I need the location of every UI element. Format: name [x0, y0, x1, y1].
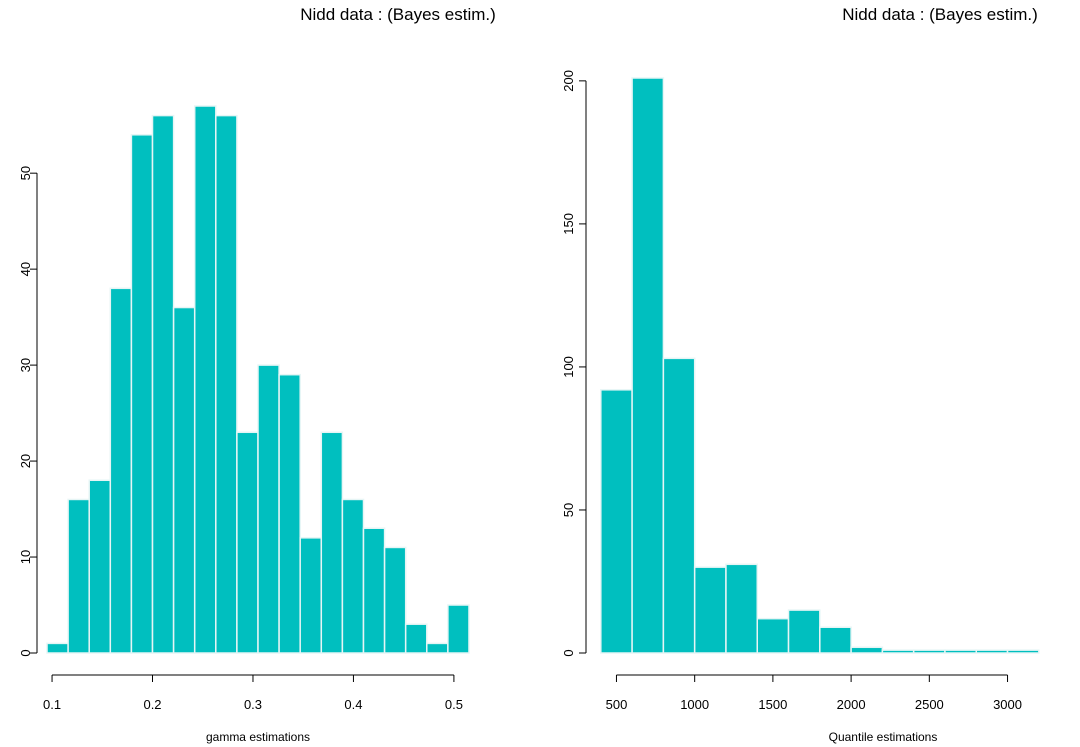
histogram-bar: [299, 537, 323, 654]
histogram-bar: [881, 649, 915, 654]
histogram-bar: [193, 105, 217, 654]
chart-title: Nidd data : (Bayes estim.): [300, 5, 496, 24]
histogram-bar: [151, 114, 175, 654]
histogram-bar: [819, 626, 852, 654]
y-tick-label: 30: [18, 358, 33, 372]
histogram-bar: [447, 604, 470, 654]
y-tick-label: 50: [18, 166, 33, 180]
bars-group: [46, 105, 470, 654]
y-axis: 0 10 20 30 40 50: [18, 166, 38, 657]
x-tick-label: 0.3: [244, 697, 262, 712]
x-tick-label: 0.1: [43, 697, 61, 712]
histogram-bar: [426, 642, 449, 654]
histogram-bar: [383, 546, 407, 654]
x-axis-label: gamma estimations: [206, 730, 310, 744]
histogram-bar: [944, 649, 978, 654]
x-tick-label: 1000: [680, 697, 709, 712]
histogram-bar: [1006, 649, 1040, 654]
histogram-bar: [725, 563, 759, 654]
histogram-bar: [404, 623, 428, 654]
x-tick-label: 2000: [837, 697, 866, 712]
histogram-bar: [46, 642, 69, 654]
x-tick-label: 0.4: [344, 697, 362, 712]
histogram-bar: [756, 617, 790, 654]
x-axis: 0.1 0.2 0.3 0.4 0.5: [43, 674, 463, 712]
histogram-bar: [109, 287, 133, 654]
histogram-bar: [130, 134, 154, 654]
y-tick-label: 40: [18, 262, 33, 276]
histogram-bar: [693, 566, 727, 654]
x-tick-label: 1500: [758, 697, 787, 712]
histogram-bar: [88, 479, 112, 654]
histogram-bar: [257, 364, 280, 654]
histogram-bar: [362, 527, 386, 654]
histogram-bar: [850, 646, 884, 654]
histogram-bar: [236, 431, 259, 654]
histogram-bar: [278, 373, 301, 654]
x-tick-label: 500: [606, 697, 628, 712]
histogram-bar: [215, 114, 238, 654]
histogram-bar: [912, 649, 946, 654]
bars-group: [600, 77, 1040, 654]
x-tick-label: 0.5: [445, 697, 463, 712]
chart-title: Nidd data : (Bayes estim.): [842, 5, 1038, 24]
y-axis: 0 50 100 150 200: [561, 70, 587, 657]
histogram-bar: [787, 609, 821, 654]
x-tick-label: 0.2: [143, 697, 161, 712]
gamma-histogram: Nidd data : (Bayes estim.) 0 10 20 30 40 50 0…: [18, 5, 496, 744]
histogram-bar: [67, 498, 90, 654]
histogram-bar: [662, 357, 696, 654]
y-tick-label: 50: [561, 503, 576, 517]
y-tick-label: 200: [561, 70, 576, 92]
x-axis: 500 1000 1500 2000 2500 3000: [606, 674, 1022, 712]
x-axis-label: Quantile estimations: [829, 730, 938, 744]
histogram-bar: [975, 649, 1009, 654]
y-tick-label: 0: [18, 649, 33, 656]
histogram-bar: [320, 431, 344, 654]
y-tick-label: 100: [561, 356, 576, 378]
y-tick-label: 150: [561, 213, 576, 235]
histogram-bar: [341, 498, 365, 654]
histogram-bar: [631, 77, 665, 654]
x-tick-label: 3000: [993, 697, 1022, 712]
y-tick-label: 10: [18, 550, 33, 564]
histogram-bar: [172, 306, 196, 654]
quantile-histogram: Nidd data : (Bayes estim.) 050100150200 …: [561, 5, 1040, 744]
histogram-bar: [600, 389, 633, 654]
x-tick-label: 2500: [915, 697, 944, 712]
y-tick-label: 0: [561, 649, 576, 656]
y-tick-label: 20: [18, 454, 33, 468]
